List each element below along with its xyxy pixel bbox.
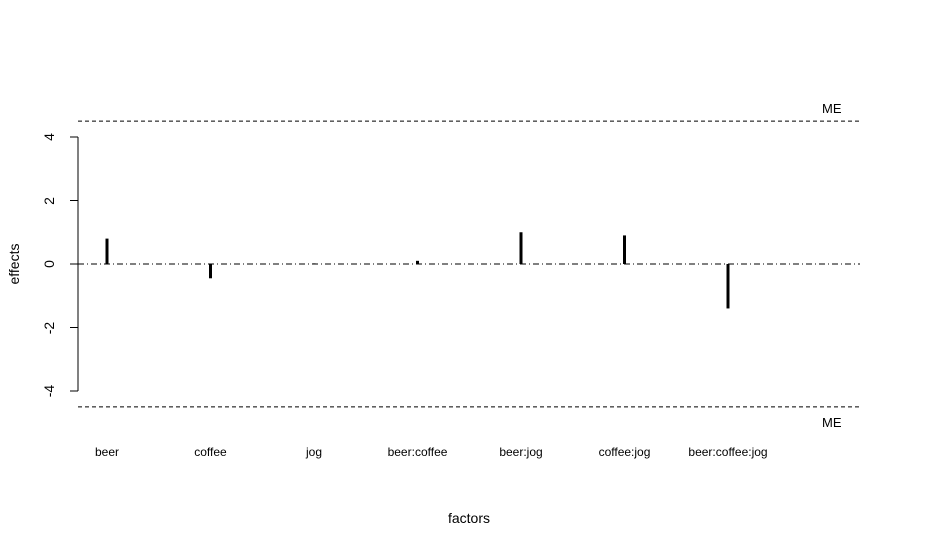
me-lower-label: ME (822, 415, 842, 430)
y-tick-label: 4 (41, 133, 57, 141)
x-tick-label: coffee:jog (598, 445, 651, 459)
x-tick-label: coffee (194, 445, 227, 459)
y-tick-label: 0 (41, 260, 57, 268)
y-tick-label: -4 (41, 384, 57, 398)
y-axis-label: effects (6, 243, 22, 285)
effect-bars (105, 232, 730, 309)
x-tick-label: beer:coffee:jog (688, 445, 768, 459)
x-tick-label: beer:coffee (387, 445, 448, 459)
y-tick-label: -2 (41, 321, 57, 334)
me-upper-label: ME (822, 101, 842, 116)
y-tick-label: 2 (41, 196, 57, 205)
x-tick-label: jog (305, 445, 323, 459)
x-tick-label: beer:jog (499, 445, 543, 459)
x-tick-label: beer (94, 445, 120, 459)
x-axis-label: factors (447, 510, 491, 526)
y-ticks (70, 136, 78, 392)
